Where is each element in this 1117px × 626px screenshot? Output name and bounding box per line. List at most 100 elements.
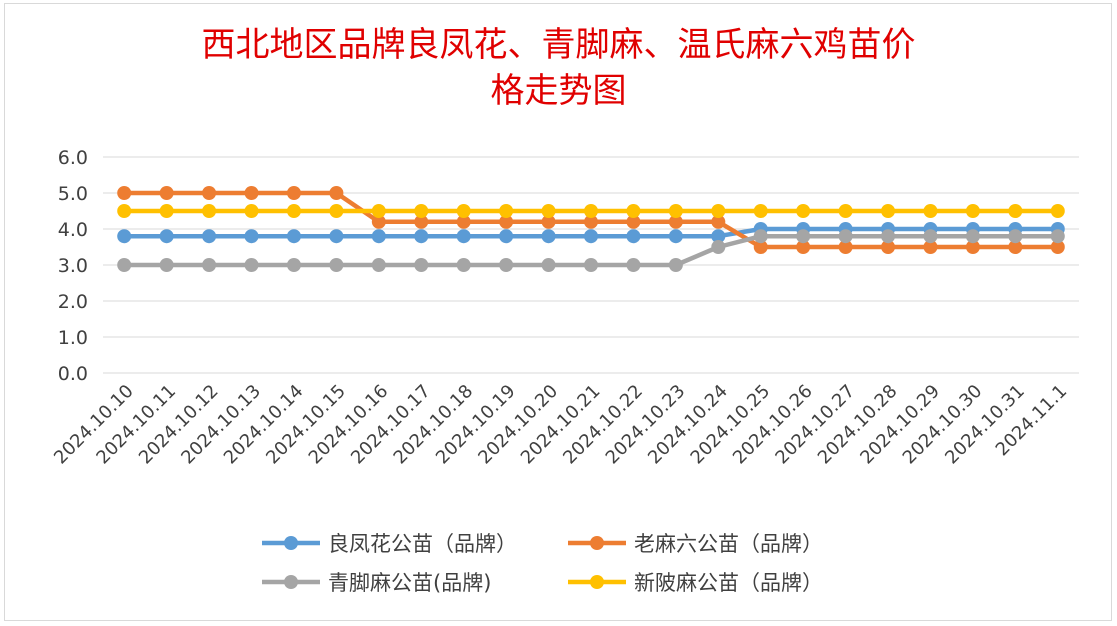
data-point xyxy=(499,214,514,229)
data-point xyxy=(796,204,811,218)
data-point xyxy=(626,214,641,229)
data-point xyxy=(244,258,259,272)
data-point xyxy=(881,204,896,218)
data-point xyxy=(838,229,853,244)
data-point xyxy=(159,186,174,200)
data-point xyxy=(1008,240,1023,254)
chart-title: 西北地区品牌良凤花、青脚麻、温氏麻六鸡苗价 格走势图 xyxy=(0,22,1117,114)
data-point xyxy=(796,229,811,244)
data-point xyxy=(838,204,853,218)
data-point xyxy=(753,240,768,254)
data-point xyxy=(371,204,386,218)
data-point xyxy=(711,229,726,244)
data-point xyxy=(668,258,683,272)
data-point xyxy=(244,204,259,218)
data-point xyxy=(159,258,174,272)
data-point xyxy=(668,204,683,218)
y-tick-label: 4.0 xyxy=(58,219,88,241)
data-point xyxy=(414,204,429,218)
data-point xyxy=(286,258,301,272)
y-tick-label: 5.0 xyxy=(58,183,88,205)
data-point xyxy=(584,229,598,244)
data-point xyxy=(159,204,174,218)
data-point xyxy=(881,229,896,244)
series-group xyxy=(117,186,1065,272)
data-point xyxy=(456,229,471,244)
y-tick-label: 1.0 xyxy=(58,327,88,349)
data-point xyxy=(202,204,217,218)
data-point xyxy=(286,204,301,218)
data-point xyxy=(117,204,132,218)
data-point xyxy=(329,186,344,200)
data-point xyxy=(541,204,556,218)
data-point xyxy=(244,229,259,244)
data-point xyxy=(668,229,683,244)
data-point xyxy=(965,204,980,218)
y-tick-label: 2.0 xyxy=(58,291,88,313)
y-tick-label: 6.0 xyxy=(58,147,88,169)
legend-marker xyxy=(284,536,298,550)
data-point xyxy=(541,214,556,229)
data-point xyxy=(668,214,683,229)
data-point xyxy=(371,258,386,272)
chart-frame xyxy=(4,3,1112,621)
series-2 xyxy=(117,229,1065,272)
y-axis-ticks: 0.0 1.0 2.0 3.0 4.0 5.0 6.0 xyxy=(58,147,88,385)
data-point xyxy=(286,229,301,244)
data-point xyxy=(1050,240,1065,254)
series-3 xyxy=(117,204,1065,218)
data-point xyxy=(244,186,259,200)
data-point xyxy=(753,229,768,244)
legend-marker xyxy=(590,536,604,550)
data-point xyxy=(626,204,641,218)
data-point xyxy=(371,214,386,229)
data-point xyxy=(541,258,556,272)
data-point xyxy=(414,229,429,244)
legend-label: 良凤花公苗（品牌） xyxy=(328,532,517,556)
data-point xyxy=(753,204,768,218)
legend-item: 老麻六公苗（品牌） xyxy=(568,532,823,556)
data-point xyxy=(499,204,514,218)
data-point xyxy=(541,229,556,244)
data-point xyxy=(796,240,811,254)
data-point xyxy=(711,204,726,218)
data-point xyxy=(202,258,217,272)
data-point xyxy=(881,240,896,254)
data-point xyxy=(371,229,386,244)
legend-item: 青脚麻公苗(品牌) xyxy=(262,571,491,595)
data-point xyxy=(456,258,471,272)
data-point xyxy=(202,186,217,200)
legend-label: 老麻六公苗（品牌） xyxy=(634,532,823,556)
data-point xyxy=(923,240,938,254)
legend-item: 新陂麻公苗（品牌） xyxy=(568,571,823,595)
data-point xyxy=(117,229,132,244)
data-point xyxy=(965,240,980,254)
legend-label: 新陂麻公苗（品牌） xyxy=(634,571,823,595)
data-point xyxy=(923,229,938,244)
data-point xyxy=(1008,229,1023,244)
x-axis-ticks: 2024.10.102024.10.112024.10.122024.10.13… xyxy=(50,381,1071,469)
data-point xyxy=(499,258,514,272)
data-point xyxy=(456,204,471,218)
data-point xyxy=(584,214,598,229)
legend-marker xyxy=(284,575,298,589)
data-point xyxy=(711,214,726,229)
data-point xyxy=(838,240,853,254)
data-point xyxy=(923,204,938,218)
data-point xyxy=(286,186,301,200)
legend-marker xyxy=(590,575,604,589)
data-point xyxy=(329,229,344,244)
data-point xyxy=(965,229,980,244)
data-point xyxy=(584,258,598,272)
chart-title-line-1: 西北地区品牌良凤花、青脚麻、温氏麻六鸡苗价 xyxy=(201,25,916,65)
chart-title-line-2: 格走势图 xyxy=(490,71,627,111)
legend: 良凤花公苗（品牌） 老麻六公苗（品牌） 青脚麻公苗(品牌) 新陂麻公苗（品牌） xyxy=(262,532,823,595)
data-point xyxy=(117,186,132,200)
y-tick-label: 0.0 xyxy=(58,363,88,385)
data-point xyxy=(584,204,598,218)
series-1 xyxy=(117,186,1065,254)
data-point xyxy=(1050,204,1065,218)
y-tick-label: 3.0 xyxy=(58,255,88,277)
data-point xyxy=(626,229,641,244)
